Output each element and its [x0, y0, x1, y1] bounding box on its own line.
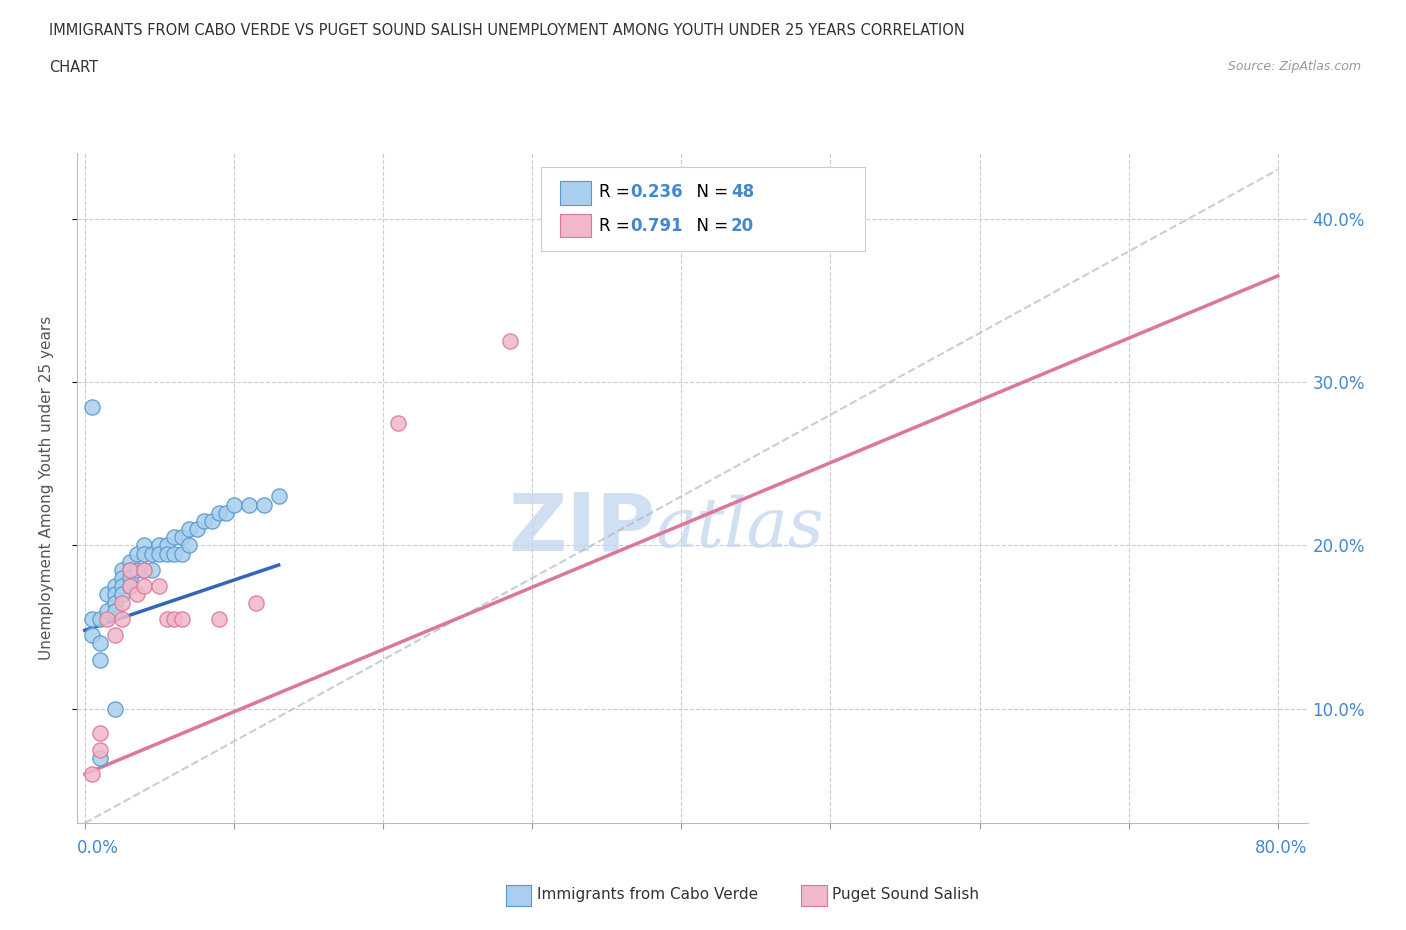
Point [238, 498, 260, 512]
Point [245, 595, 267, 610]
Text: N =: N = [686, 182, 734, 201]
Text: 0.0%: 0.0% [77, 839, 120, 857]
Point [125, 546, 148, 561]
Point [134, 563, 156, 578]
Point [104, 701, 127, 716]
Text: 48: 48 [731, 182, 754, 201]
Point [111, 578, 134, 593]
Point [141, 563, 163, 578]
Point [104, 604, 127, 618]
Point [111, 571, 134, 586]
Point [156, 538, 179, 552]
Point [89, 652, 111, 667]
Point [208, 505, 231, 520]
Point [82, 611, 104, 626]
Text: Immigrants from Cabo Verde: Immigrants from Cabo Verde [537, 887, 758, 902]
Point [134, 546, 156, 561]
Text: R =: R = [599, 217, 636, 235]
Point [111, 595, 134, 610]
Point [253, 498, 276, 512]
Point [186, 522, 208, 537]
Point [118, 571, 141, 586]
Point [134, 538, 156, 552]
Text: Source: ZipAtlas.com: Source: ZipAtlas.com [1227, 60, 1361, 73]
Point [89, 751, 111, 765]
Text: 0.236: 0.236 [630, 182, 682, 201]
Point [156, 611, 179, 626]
Point [104, 628, 127, 643]
Point [148, 546, 170, 561]
Text: Puget Sound Salish: Puget Sound Salish [832, 887, 980, 902]
Point [111, 563, 134, 578]
Point [96, 611, 118, 626]
Text: 20: 20 [731, 217, 754, 235]
Point [179, 538, 201, 552]
Point [89, 611, 111, 626]
Text: IMMIGRANTS FROM CABO VERDE VS PUGET SOUND SALISH UNEMPLOYMENT AMONG YOUTH UNDER : IMMIGRANTS FROM CABO VERDE VS PUGET SOUN… [49, 23, 965, 38]
Point [222, 498, 245, 512]
Point [499, 334, 522, 349]
Point [163, 530, 186, 545]
Point [193, 513, 215, 528]
Point [125, 587, 148, 602]
Point [148, 538, 170, 552]
Point [118, 554, 141, 569]
Point [134, 578, 156, 593]
Point [104, 587, 127, 602]
Point [125, 563, 148, 578]
Point [96, 587, 118, 602]
Point [96, 604, 118, 618]
Point [111, 611, 134, 626]
Point [89, 725, 111, 740]
Point [179, 522, 201, 537]
Text: CHART: CHART [49, 60, 98, 75]
Text: R =: R = [599, 182, 636, 201]
Point [163, 611, 186, 626]
Point [111, 587, 134, 602]
Point [141, 546, 163, 561]
Point [104, 595, 127, 610]
Point [170, 530, 193, 545]
Point [170, 546, 193, 561]
Text: ZIP: ZIP [509, 489, 655, 567]
Point [118, 578, 141, 593]
Point [387, 416, 409, 431]
Point [118, 578, 141, 593]
Text: atlas: atlas [655, 495, 824, 562]
Point [267, 489, 290, 504]
Point [170, 611, 193, 626]
Point [89, 636, 111, 651]
Point [118, 563, 141, 578]
Text: N =: N = [686, 217, 734, 235]
Point [82, 766, 104, 781]
Point [82, 628, 104, 643]
Point [82, 399, 104, 414]
Point [208, 611, 231, 626]
Point [104, 578, 127, 593]
Point [200, 513, 222, 528]
Point [163, 546, 186, 561]
Text: 0.791: 0.791 [630, 217, 682, 235]
Point [156, 546, 179, 561]
Y-axis label: Unemployment Among Youth under 25 years: Unemployment Among Youth under 25 years [39, 316, 53, 660]
Point [148, 578, 170, 593]
Point [134, 563, 156, 578]
Point [118, 563, 141, 578]
Point [215, 505, 238, 520]
Text: 80.0%: 80.0% [1256, 839, 1308, 857]
Point [89, 742, 111, 757]
